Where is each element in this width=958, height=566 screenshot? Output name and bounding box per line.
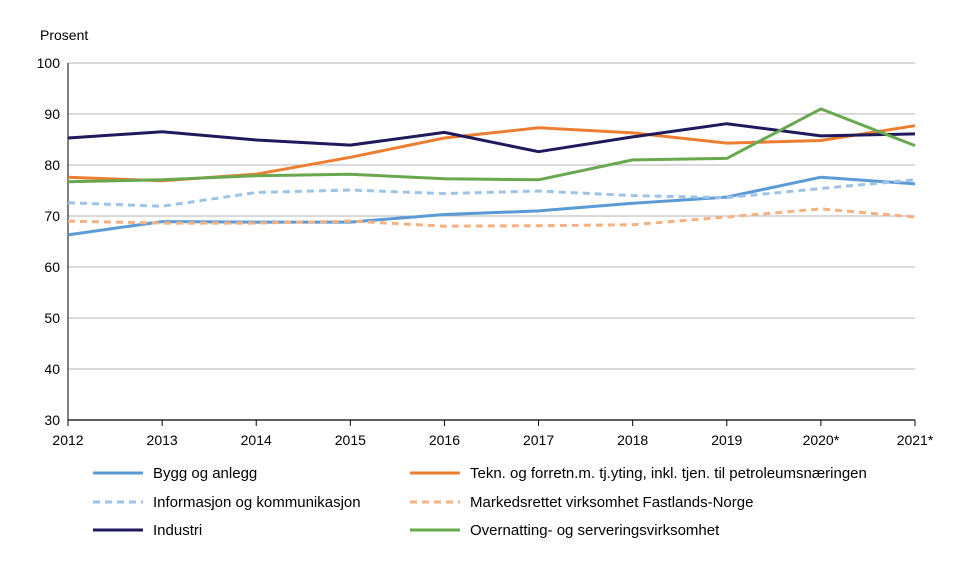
series-line-2 xyxy=(67,178,916,208)
x-tick-label: 2018 xyxy=(617,432,648,448)
legend-label-5: Overnatting- og serveringsvirksomhet xyxy=(470,522,720,539)
legend-label-0: Bygg og anlegg xyxy=(153,465,257,482)
y-tick-label: 60 xyxy=(44,259,60,275)
x-tick-label: 2019 xyxy=(711,432,742,448)
series-line-4 xyxy=(67,122,916,154)
y-tick-label: 70 xyxy=(44,208,60,224)
series-line-5 xyxy=(67,107,916,184)
x-tick-label: 2014 xyxy=(241,432,272,448)
series-line-0 xyxy=(67,175,916,237)
x-tick-label: 2017 xyxy=(523,432,554,448)
legend-label-4: Industri xyxy=(153,522,202,539)
y-tick-label: 80 xyxy=(44,157,60,173)
y-tick-label: 100 xyxy=(37,55,61,71)
y-axis-ticks: 30 40 50 60 70 80 90 100 xyxy=(37,55,69,428)
x-tick-label: 2020* xyxy=(803,432,840,448)
legend-label-3: Markedsrettet virksomhet Fastlands-Norge xyxy=(470,494,753,511)
y-tick-label: 40 xyxy=(44,361,60,377)
series-lines xyxy=(67,107,916,237)
y-axis-title: Prosent xyxy=(40,27,88,43)
legend-label-1: Tekn. og forretn.m. tj.yting, inkl. tjen… xyxy=(470,465,867,482)
x-tick-label: 2021* xyxy=(897,432,934,448)
y-tick-label: 90 xyxy=(44,106,60,122)
x-tick-label: 2016 xyxy=(429,432,460,448)
x-tick-label: 2012 xyxy=(52,432,83,448)
y-tick-label: 50 xyxy=(44,310,60,326)
series-line-3 xyxy=(67,207,916,228)
x-axis: 2012 2013 2014 2015 2016 2017 2018 2019 2020* 202… xyxy=(52,419,934,448)
x-tick-label: 2013 xyxy=(147,432,178,448)
legend: Bygg og anlegg Tekn. og forretn.m. tj.yti… xyxy=(93,465,867,539)
y-tick-label: 30 xyxy=(44,412,60,428)
legend-label-2: Informasjon og kommunikasjon xyxy=(153,494,361,511)
gridlines xyxy=(68,62,915,421)
x-tick-label: 2015 xyxy=(335,432,366,448)
